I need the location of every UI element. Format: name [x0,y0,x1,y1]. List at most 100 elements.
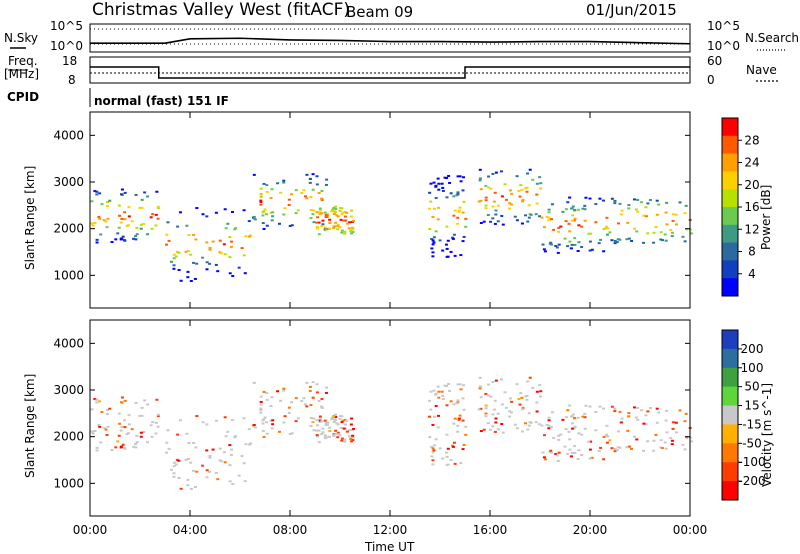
data-cell [184,250,188,253]
data-cell [531,386,535,389]
data-cell [636,406,640,409]
data-cell [549,451,553,454]
data-cell [633,227,637,230]
colorbar-swatch [722,278,738,297]
data-cell [317,221,321,224]
data-cell [311,396,315,399]
data-cell [431,215,435,218]
data-cell [177,269,181,272]
data-cell [247,220,251,223]
data-cell [448,389,452,392]
data-cell [525,186,529,189]
data-cell [193,277,197,280]
data-cell [172,253,176,256]
data-cell [462,200,466,203]
data-cell [332,207,336,210]
data-cell [456,430,460,433]
data-cell [504,198,508,201]
data-cell [177,459,181,462]
data-cell [208,262,212,265]
data-cell [501,223,505,226]
data-cell [479,222,483,225]
data-cell [317,192,321,195]
data-cell [685,228,689,231]
velocity-scatter [90,376,693,490]
data-cell [520,396,524,399]
data-cell [441,189,445,192]
data-cell [542,456,546,459]
data-cell [518,403,522,406]
data-cell [156,413,160,416]
data-cell [535,193,539,196]
data-cell [445,177,449,180]
data-cell [290,401,294,404]
data-cell [620,209,624,212]
data-cell [630,447,634,450]
data-cell [119,238,123,241]
data-cell [486,214,490,217]
data-cell [186,478,190,481]
data-cell [453,209,457,212]
data-cell [477,408,481,411]
data-cell [338,210,342,213]
data-cell [489,187,493,190]
data-cell [95,446,99,449]
noise-tick-top: 10^5 [50,19,83,33]
x-tick-label: 16:00 [473,523,508,537]
data-cell [646,440,650,443]
data-cell [669,228,673,231]
data-cell [248,443,252,446]
data-cell [482,220,486,223]
nsky-label: N.Sky [4,31,38,45]
data-cell [661,447,665,450]
data-cell [550,411,554,414]
freq-tick-bottom: 8 [68,73,76,87]
data-cell [105,205,109,208]
data-cell [105,413,109,416]
data-cell [452,403,456,406]
data-cell [296,417,300,420]
data-cell [343,438,347,441]
data-cell [351,231,355,234]
data-cell [249,442,253,445]
data-cell [464,225,468,228]
data-cell [172,267,176,270]
data-cell [230,448,234,451]
data-cell [330,210,334,213]
data-cell [588,405,592,408]
data-cell [554,453,558,456]
data-cell [602,435,606,438]
data-cell [233,228,237,231]
data-cell [540,424,544,427]
data-cell [446,447,450,450]
data-cell [317,233,321,236]
data-cell [526,380,530,383]
data-cell [613,407,617,410]
data-cell [340,229,344,232]
data-cell [576,249,580,252]
data-cell [269,196,273,199]
data-cell [571,205,575,208]
data-cell [90,200,94,203]
data-cell [583,427,587,430]
data-cell [177,477,181,480]
data-cell [269,211,273,214]
data-cell [214,263,218,266]
data-cell [175,250,179,253]
freq-tick-top: 18 [62,54,77,68]
data-cell [570,427,574,430]
data-cell [201,213,205,216]
data-cell [305,405,309,408]
data-cell [587,440,591,443]
data-cell [318,212,322,215]
data-cell [146,233,150,236]
data-cell [350,417,354,420]
data-cell [433,415,437,418]
data-cell [508,410,512,413]
data-cell [520,430,524,433]
colorbar-swatch [722,405,738,425]
data-cell [639,201,643,204]
data-cell [328,222,332,225]
data-cell [441,394,445,397]
data-cell [265,432,269,435]
